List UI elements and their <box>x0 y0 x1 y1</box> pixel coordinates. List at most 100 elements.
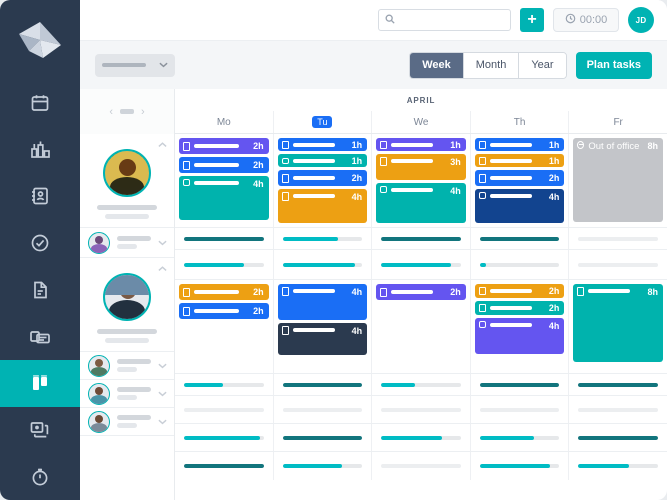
avatar-body <box>91 394 107 404</box>
avatar[interactable] <box>103 272 151 321</box>
task-hours: 4h <box>351 287 363 297</box>
view-tab-month[interactable]: Month <box>463 52 520 78</box>
sidebar-item-gallery[interactable] <box>0 407 80 454</box>
day-header-tu[interactable]: Tu <box>272 111 372 133</box>
resource-row-3[interactable] <box>80 258 174 352</box>
task-title-placeholder <box>489 323 532 327</box>
cards-icon <box>29 327 51 347</box>
task-block[interactable]: 2h <box>179 284 269 300</box>
day-cell-fr-r1[interactable]: Out of office 8h <box>568 134 667 227</box>
sidebar-item-documents[interactable] <box>0 267 80 314</box>
task-block[interactable]: 3h <box>376 154 466 181</box>
day-cell-tu-r3[interactable]: 4h 4h <box>272 280 372 373</box>
task-block[interactable]: 2h <box>179 157 269 173</box>
out-of-office-block[interactable]: Out of office 8h <box>573 138 663 222</box>
add-button[interactable]: + <box>520 8 544 32</box>
summary-cell <box>469 250 569 279</box>
task-block[interactable]: 4h <box>277 323 368 355</box>
sidebar-item-tasks[interactable] <box>0 220 80 267</box>
task-block[interactable]: 2h <box>474 284 565 298</box>
day-cell-th-r3[interactable]: 2h 2h 4h <box>469 280 569 373</box>
expand-chevron-down-icon[interactable] <box>158 389 167 399</box>
view-tab-week[interactable]: Week <box>410 52 464 78</box>
task-block[interactable]: 1h <box>277 138 368 151</box>
sidebar-item-reports[interactable] <box>0 126 80 173</box>
current-period-label[interactable] <box>120 109 134 114</box>
plan-tasks-button[interactable]: Plan tasks <box>575 51 652 79</box>
capacity-bar <box>479 435 560 440</box>
collapse-chevron-up-icon[interactable] <box>158 140 167 150</box>
search-input[interactable] <box>378 9 511 31</box>
day-cell-mo-r1[interactable]: 2h 2h 4h <box>175 134 273 227</box>
day-cell-th-r1[interactable]: 1h 1h 2h <box>469 134 569 227</box>
user-avatar[interactable]: JD <box>628 7 654 33</box>
task-block[interactable]: 8h <box>573 284 663 362</box>
timer-widget[interactable]: 00:00 <box>553 8 619 32</box>
sidebar-item-planning[interactable] <box>0 359 80 407</box>
task-block[interactable]: 2h <box>277 170 368 186</box>
summary-cell <box>175 424 273 451</box>
task-block[interactable]: 1h <box>277 154 368 167</box>
prev-period-icon[interactable]: ‹ <box>109 105 113 118</box>
filter-dropdown[interactable] <box>95 53 175 77</box>
capacity-bar <box>578 464 658 468</box>
resource-row-5[interactable] <box>80 380 174 408</box>
day-header-fr[interactable]: Fr <box>568 111 667 133</box>
task-block[interactable]: 2h <box>474 301 565 315</box>
avatar[interactable] <box>88 354 110 377</box>
day-header-we[interactable]: We <box>371 111 470 133</box>
task-block[interactable]: 2h <box>179 138 269 154</box>
minus-box-icon <box>478 321 486 328</box>
resource-row-1[interactable] <box>80 134 174 228</box>
task-hours: 2h <box>253 287 264 297</box>
schedule-grid: 2h 2h 4h <box>175 134 667 500</box>
day-header-th[interactable]: Th <box>469 111 569 133</box>
sidebar-item-timer[interactable] <box>0 453 80 500</box>
avatar[interactable] <box>88 410 110 433</box>
avatar-head <box>95 386 103 395</box>
sidebar-item-contacts[interactable] <box>0 173 80 220</box>
app-logo[interactable] <box>0 0 80 80</box>
expand-chevron-down-icon[interactable] <box>158 361 167 371</box>
day-header-mo[interactable]: Mo <box>175 111 273 133</box>
task-hours: 4h <box>450 186 461 197</box>
expand-chevron-down-icon[interactable] <box>158 417 167 427</box>
task-block[interactable]: 1h <box>474 138 565 151</box>
task-block[interactable]: 4h <box>277 284 368 320</box>
resource-row-6[interactable] <box>80 408 174 436</box>
day-cell-fr-r3[interactable]: 8h <box>568 280 667 373</box>
next-period-icon[interactable]: › <box>141 105 145 118</box>
day-cell-tu-r1[interactable]: 1h 1h 2h <box>272 134 372 227</box>
resource-list-spacer <box>80 436 174 500</box>
summary-cell <box>175 250 273 279</box>
task-block[interactable]: 2h <box>474 170 565 186</box>
task-block[interactable]: 1h <box>376 138 466 151</box>
expand-chevron-down-icon[interactable] <box>158 238 167 248</box>
avatar[interactable] <box>88 231 110 254</box>
capacity-bar <box>282 407 363 412</box>
task-block[interactable]: 1h <box>474 154 565 167</box>
collapse-chevron-up-icon[interactable] <box>158 264 167 274</box>
summary-row-4 <box>175 396 667 424</box>
task-hours: 1h <box>548 155 560 166</box>
task-block[interactable]: 4h <box>277 189 368 223</box>
task-block[interactable]: 4h <box>474 189 565 223</box>
view-tab-year[interactable]: Year <box>519 52 566 78</box>
day-cell-we-r1[interactable]: 1h 3h 4h <box>371 134 470 227</box>
day-cell-we-r3[interactable]: 2h <box>371 280 470 373</box>
task-block[interactable]: 4h <box>474 318 565 354</box>
summary-cell <box>175 228 273 249</box>
task-block[interactable]: 4h <box>376 183 466 223</box>
day-cell-mo-r3[interactable]: 2h 2h <box>175 280 273 373</box>
avatar[interactable] <box>103 148 151 197</box>
task-title-placeholder <box>391 188 434 193</box>
resource-row-2[interactable] <box>80 228 174 258</box>
avatar[interactable] <box>88 382 110 405</box>
task-block[interactable]: 2h <box>376 284 466 300</box>
task-block[interactable]: 2h <box>179 303 269 319</box>
resource-row-4[interactable] <box>80 352 174 380</box>
summary-cell <box>568 424 667 451</box>
sidebar-item-invoices[interactable] <box>0 313 80 360</box>
task-block[interactable]: 4h <box>179 176 269 220</box>
sidebar-item-calendar[interactable] <box>0 80 80 127</box>
